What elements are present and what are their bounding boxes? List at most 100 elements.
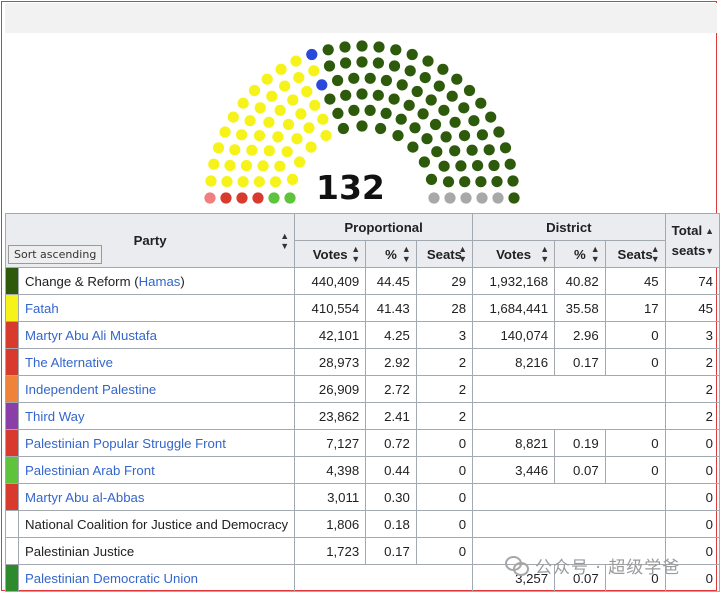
proportional-seats: 0 <box>415 456 474 484</box>
party-link[interactable]: Palestinian Popular Struggle Front <box>25 435 226 451</box>
sort-icon[interactable]: ▲ ▼ <box>650 244 660 264</box>
empty-cell <box>472 510 666 538</box>
proportional-seats: 28 <box>415 294 474 322</box>
proportional-percent: 2.41 <box>365 402 417 430</box>
proportional-votes: 42,101 <box>294 321 367 349</box>
total-seats: 0 <box>664 429 720 457</box>
seat-dot <box>253 176 265 188</box>
wechat-icon <box>505 555 529 576</box>
p-seats-header[interactable]: Seats ▲ ▼ <box>415 240 474 268</box>
party-link[interactable]: Third Way <box>25 408 85 424</box>
sort-icon[interactable]: ▲ ▼ <box>540 244 550 264</box>
seat-dot <box>444 192 456 204</box>
table-row: National Coalition for Justice and Democ… <box>5 510 720 538</box>
seat-dot <box>428 192 440 204</box>
proportional-percent: 44.45 <box>365 267 417 295</box>
proportional-votes: 1,723 <box>294 537 367 565</box>
seat-dot <box>340 57 352 69</box>
party-link[interactable]: Fatah <box>25 300 59 316</box>
proportional-seats: 2 <box>415 375 474 403</box>
district-percent: 35.58 <box>554 294 606 322</box>
table-row: Martyr Abu al-Abbas 3,011 0.30 0 0 <box>5 483 720 511</box>
p-percent-header[interactable]: % ▲ ▼ <box>365 240 417 268</box>
sort-icon[interactable]: ▲ ▼ <box>705 225 714 256</box>
seat-dot <box>294 156 306 168</box>
d-seats-header[interactable]: Seats ▲ ▼ <box>604 240 666 268</box>
seat-dot <box>364 104 376 116</box>
proportional-percent: 4.25 <box>365 321 417 349</box>
proportional-votes: 3,011 <box>294 483 367 511</box>
proportional-votes: 1,806 <box>294 510 367 538</box>
p-votes-header[interactable]: Votes ▲ ▼ <box>294 240 367 268</box>
party-name: Fatah <box>17 294 296 322</box>
table-row: Fatah 410,554 41.43 28 1,684,441 35.58 17 45 <box>5 294 720 322</box>
seat-dot <box>372 89 384 101</box>
seat-dot <box>305 141 317 153</box>
sort-icon[interactable]: ▲ ▼ <box>458 244 468 264</box>
district-percent: 0.07 <box>554 456 606 484</box>
seat-dot <box>240 160 252 172</box>
district-percent: 0.19 <box>554 429 606 457</box>
party-name-text: Palestinian Justice <box>25 543 135 559</box>
seat-dot <box>446 90 458 102</box>
table-row: Change & Reform (Hamas) 440,409 44.45 29 1,9… <box>5 267 720 295</box>
d-percent-header[interactable]: % ▲ ▼ <box>554 240 606 268</box>
seat-dot <box>491 176 503 188</box>
seat-dot <box>279 80 291 92</box>
total-seats: 0 <box>664 510 720 538</box>
sort-tooltip: Sort ascending <box>8 245 103 264</box>
proportional-percent: 0.17 <box>365 537 417 565</box>
party-link[interactable]: Palestinian Arab Front <box>25 462 155 478</box>
seat-dot <box>417 108 429 120</box>
sort-icon[interactable]: ▲ ▼ <box>280 230 290 251</box>
total-seats: 45 <box>664 294 720 322</box>
district-seats: 0 <box>604 456 666 484</box>
party-color-swatch <box>5 321 19 349</box>
total-seats: 0 <box>664 456 720 484</box>
seat-dot <box>253 130 266 142</box>
table-row: The Alternative 28,973 2.92 2 8,216 0.17 0 2 <box>5 348 720 376</box>
seat-dot <box>348 72 360 84</box>
party-name: Independent Palestine <box>17 375 296 403</box>
party-link[interactable]: Hamas <box>138 273 181 289</box>
seat-dot <box>252 192 264 204</box>
seat-dot <box>221 176 233 188</box>
party-link[interactable]: Martyr Abu al-Abbas <box>25 489 145 505</box>
table-row: Third Way 23,862 2.41 2 2 <box>5 402 720 430</box>
seat-dot <box>442 176 455 188</box>
party-link[interactable]: Palestinian Democratic Union <box>25 570 198 586</box>
d-votes-header[interactable]: Votes ▲ ▼ <box>472 240 556 268</box>
seat-dot <box>499 142 512 154</box>
seat-dot <box>380 107 392 119</box>
seat-dot <box>301 85 313 98</box>
seat-dot <box>476 129 488 141</box>
seat-dot <box>373 41 385 53</box>
seat-dot <box>324 93 336 105</box>
seat-dot <box>475 176 487 188</box>
seat-dot <box>425 173 438 185</box>
total-seats-header[interactable]: Total seats ▲ ▼ <box>664 213 720 268</box>
sort-icon[interactable]: ▲ ▼ <box>401 244 411 264</box>
district-percent: 0.07 <box>554 564 606 592</box>
seat-dot <box>236 129 248 141</box>
party-link[interactable]: Martyr Abu Ali Mustafa <box>25 327 157 343</box>
seat-dot <box>308 65 320 77</box>
seat-dot <box>263 145 275 157</box>
seat-dot <box>291 133 303 145</box>
proportional-votes: 410,554 <box>294 294 367 322</box>
seat-dot <box>237 97 249 109</box>
party-link[interactable]: The Alternative <box>25 354 113 370</box>
seat-dot <box>460 192 472 204</box>
parliament-seat-chart <box>204 40 520 204</box>
seat-dot <box>425 94 437 106</box>
seat-dot <box>459 176 471 188</box>
table-row: Palestinian Arab Front 4,398 0.44 0 3,446 0.0… <box>5 456 720 484</box>
proportional-percent: 41.43 <box>365 294 417 322</box>
seat-dot <box>380 74 392 87</box>
sort-icon[interactable]: ▲ ▼ <box>590 244 600 264</box>
party-name: Change & Reform (Hamas) <box>17 267 296 295</box>
sort-icon[interactable]: ▲ ▼ <box>351 244 361 264</box>
party-link[interactable]: Independent Palestine <box>25 381 157 397</box>
seat-dot <box>388 93 400 105</box>
district-percent: 2.96 <box>554 321 606 349</box>
